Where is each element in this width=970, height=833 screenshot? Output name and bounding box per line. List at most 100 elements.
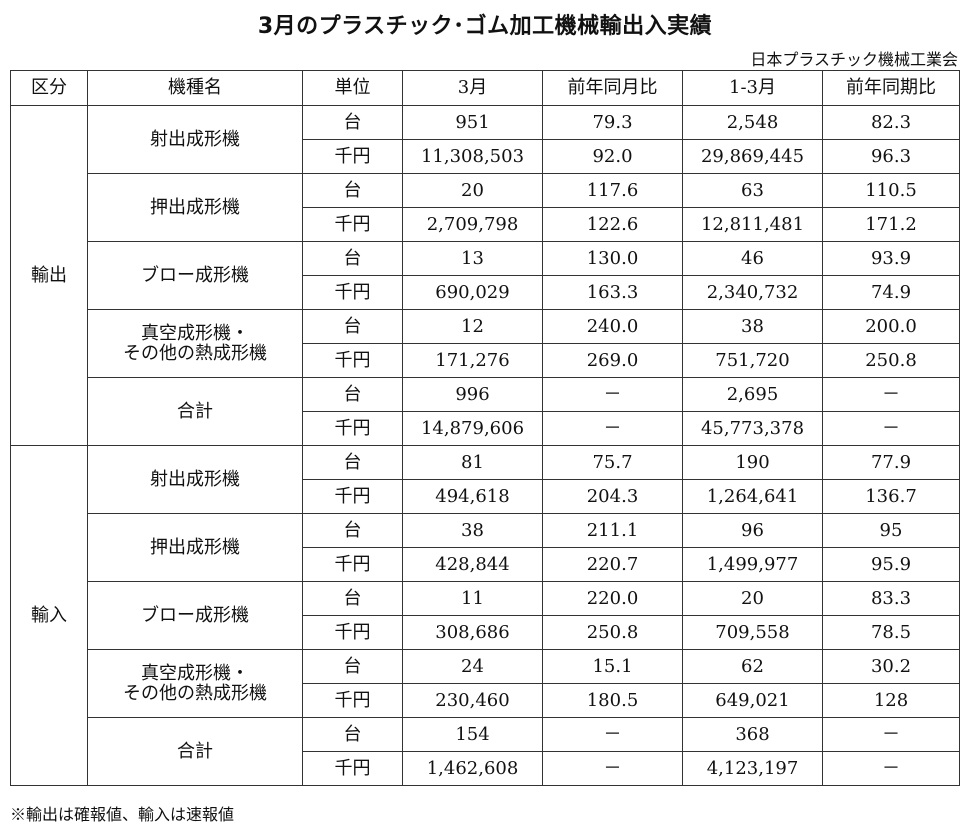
footnote: ※輸出は確報値、輸入は速報値 (10, 805, 235, 824)
ytd-yoy-value: 200.0 (822, 309, 960, 344)
header-category: 区分 (10, 70, 88, 106)
unit-cell: 千円 (302, 275, 403, 310)
table-row: ブロー成形機台 11 220.0 20 83.3 (11, 581, 960, 650)
ytd-yoy-value: 171.2 (822, 207, 960, 242)
header-month: 3月 (402, 70, 543, 106)
trade-table: 区分 機種名 単位 3月 前年同月比 1-3月 前年同期比 輸出 射出成形機台 95… (10, 70, 960, 786)
ytd-yoy-value: 74.9 (822, 275, 960, 310)
month-yoy-value: 75.7 (542, 445, 683, 480)
section-label: 輸出 (10, 105, 88, 446)
table-row: 千円 171,276 269.0 751,720 250.8 (11, 343, 960, 378)
unit-cell: 台 (302, 309, 403, 344)
month-yoy-value: 92.0 (542, 139, 683, 174)
unit-cell: 台 (302, 581, 403, 616)
month-yoy-value: 240.0 (542, 309, 683, 344)
table-row: 千円 494,618 204.3 1,264,641 136.7 (11, 479, 960, 514)
ytd-yoy-value: 82.3 (822, 105, 960, 140)
month-value: 11 (402, 581, 543, 616)
ytd-yoy-value: 30.2 (822, 649, 960, 684)
header-unit: 単位 (302, 70, 403, 106)
month-yoy-value: 79.3 (542, 105, 683, 140)
month-yoy-value: － (542, 377, 683, 412)
month-yoy-value: 250.8 (542, 615, 683, 650)
month-value: 38 (402, 513, 543, 548)
ytd-value: 63 (682, 173, 823, 208)
machine-name: 合計 (87, 717, 303, 786)
unit-cell: 台 (302, 173, 403, 208)
header-row: 区分 機種名 単位 3月 前年同月比 1-3月 前年同期比 (10, 70, 960, 106)
unit-cell: 千円 (302, 139, 403, 174)
month-value: 81 (402, 445, 543, 480)
month-yoy-value: 180.5 (542, 683, 683, 718)
month-yoy-value: － (542, 411, 683, 446)
month-value: 308,686 (402, 615, 543, 650)
month-value: 690,029 (402, 275, 543, 310)
ytd-value: 96 (682, 513, 823, 548)
month-value: 230,460 (402, 683, 543, 718)
month-value: 24 (402, 649, 543, 684)
month-yoy-value: 15.1 (542, 649, 683, 684)
ytd-yoy-value: 128 (822, 683, 960, 718)
unit-cell: 千円 (302, 411, 403, 446)
ytd-value: 45,773,378 (682, 411, 823, 446)
month-yoy-value: 204.3 (542, 479, 683, 514)
table-row: 千円 11,308,503 92.0 29,869,445 96.3 (11, 139, 960, 174)
machine-name: 合計 (87, 377, 303, 446)
table-row: 押出成形機台 38 211.1 96 95 (11, 513, 960, 582)
month-value: 428,844 (402, 547, 543, 582)
ytd-value: 62 (682, 649, 823, 684)
ytd-value: 709,558 (682, 615, 823, 650)
month-value: 154 (402, 717, 543, 752)
ytd-yoy-value: 250.8 (822, 343, 960, 378)
month-value: 2,709,798 (402, 207, 543, 242)
ytd-value: 190 (682, 445, 823, 480)
table-row: 輸出 射出成形機台 951 79.3 2,548 82.3 (10, 105, 960, 446)
month-value: 20 (402, 173, 543, 208)
ytd-value: 1,264,641 (682, 479, 823, 514)
header-ytd-yoy: 前年同期比 (822, 70, 960, 106)
ytd-yoy-value: 93.9 (822, 241, 960, 276)
unit-cell: 台 (302, 513, 403, 548)
table-row: 真空成形機・ その他の熱成形機台 12 240.0 38 200.0 (11, 309, 960, 378)
ytd-value: 12,811,481 (682, 207, 823, 242)
month-yoy-value: 220.0 (542, 581, 683, 616)
unit-cell: 千円 (302, 615, 403, 650)
month-yoy-value: 117.6 (542, 173, 683, 208)
unit-cell: 千円 (302, 547, 403, 582)
ytd-yoy-value: － (822, 751, 960, 786)
unit-cell: 千円 (302, 343, 403, 378)
month-value: 14,879,606 (402, 411, 543, 446)
unit-cell: 千円 (302, 207, 403, 242)
table-row: 真空成形機・ その他の熱成形機台 24 15.1 62 30.2 (11, 649, 960, 718)
machine-name: ブロー成形機 (87, 581, 303, 650)
page-title: 3月のプラスチック･ゴム加工機械輸出入実績 (257, 14, 713, 39)
ytd-yoy-value: 78.5 (822, 615, 960, 650)
ytd-value: 4,123,197 (682, 751, 823, 786)
ytd-yoy-value: 77.9 (822, 445, 960, 480)
unit-cell: 千円 (302, 683, 403, 718)
ytd-value: 1,499,977 (682, 547, 823, 582)
unit-cell: 台 (302, 717, 403, 752)
ytd-yoy-value: 83.3 (822, 581, 960, 616)
month-value: 494,618 (402, 479, 543, 514)
month-yoy-value: 269.0 (542, 343, 683, 378)
unit-cell: 千円 (302, 479, 403, 514)
machine-name: 射出成形機 (87, 445, 303, 514)
table-row: ブロー成形機台 13 130.0 46 93.9 (11, 241, 960, 310)
table-body: 輸出 射出成形機台 951 79.3 2,548 82.3 千円 11,308,503 92.0… (10, 105, 960, 786)
month-yoy-value: 163.3 (542, 275, 683, 310)
machine-name: 押出成形機 (87, 173, 303, 242)
ytd-yoy-value: － (822, 377, 960, 412)
table-row: 千円 230,460 180.5 649,021 128 (11, 683, 960, 718)
month-value: 12 (402, 309, 543, 344)
table-row: 合計台 154 － 368 － (11, 717, 960, 786)
ytd-yoy-value: 95 (822, 513, 960, 548)
month-value: 11,308,503 (402, 139, 543, 174)
ytd-yoy-value: － (822, 717, 960, 752)
table-row: 千円 690,029 163.3 2,340,732 74.9 (11, 275, 960, 310)
source-label: 日本プラスチック機械工業会 (750, 50, 958, 69)
unit-cell: 台 (302, 445, 403, 480)
header-ytd: 1-3月 (682, 70, 823, 106)
header-machine-type: 機種名 (87, 70, 303, 106)
ytd-yoy-value: 95.9 (822, 547, 960, 582)
